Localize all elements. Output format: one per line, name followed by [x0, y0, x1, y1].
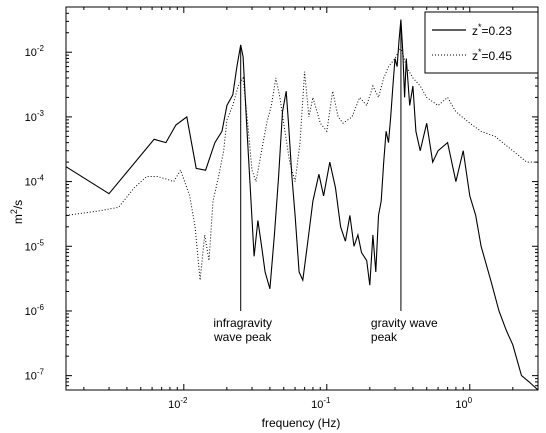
x-tick-exp: -1 [323, 396, 331, 405]
x-tick-base: 10 [455, 399, 467, 411]
y-tick-exp: -4 [37, 174, 45, 183]
gravity-label-line1: gravity wave [371, 316, 438, 330]
y-tick-base: 10 [25, 371, 37, 383]
y-tick-base: 10 [25, 241, 37, 253]
y-tick-exp: -7 [37, 368, 45, 377]
legend-2-tail: =0.45 [482, 49, 513, 63]
x-tick-exp: 0 [468, 396, 473, 405]
y-axis-label-base: m [11, 214, 25, 224]
infragravity-label-line1: infragravity [213, 316, 272, 330]
y-tick-exp: -2 [37, 44, 45, 53]
y-axis-label-tail: /s [11, 200, 25, 209]
x-tick-base: 10 [311, 399, 323, 411]
y-tick-base: 10 [25, 177, 37, 189]
y-tick-exp: -6 [37, 303, 45, 312]
y-tick-exp: -5 [37, 238, 45, 247]
legend-1-tail: =0.23 [482, 24, 513, 38]
infragravity-label-line2: wave peak [213, 330, 272, 344]
x-tick-exp: -2 [180, 396, 188, 405]
y-tick-exp: -3 [37, 109, 45, 118]
x-tick-base: 10 [168, 399, 180, 411]
y-tick-base: 10 [25, 47, 37, 59]
y-tick-base: 10 [25, 112, 37, 124]
y-tick-base: 10 [25, 306, 37, 318]
x-axis-label: frequency (Hz) [262, 416, 341, 430]
legend: z*=0.23 z*=0.45 [425, 12, 538, 73]
gravity-label-line2: peak [371, 330, 398, 344]
